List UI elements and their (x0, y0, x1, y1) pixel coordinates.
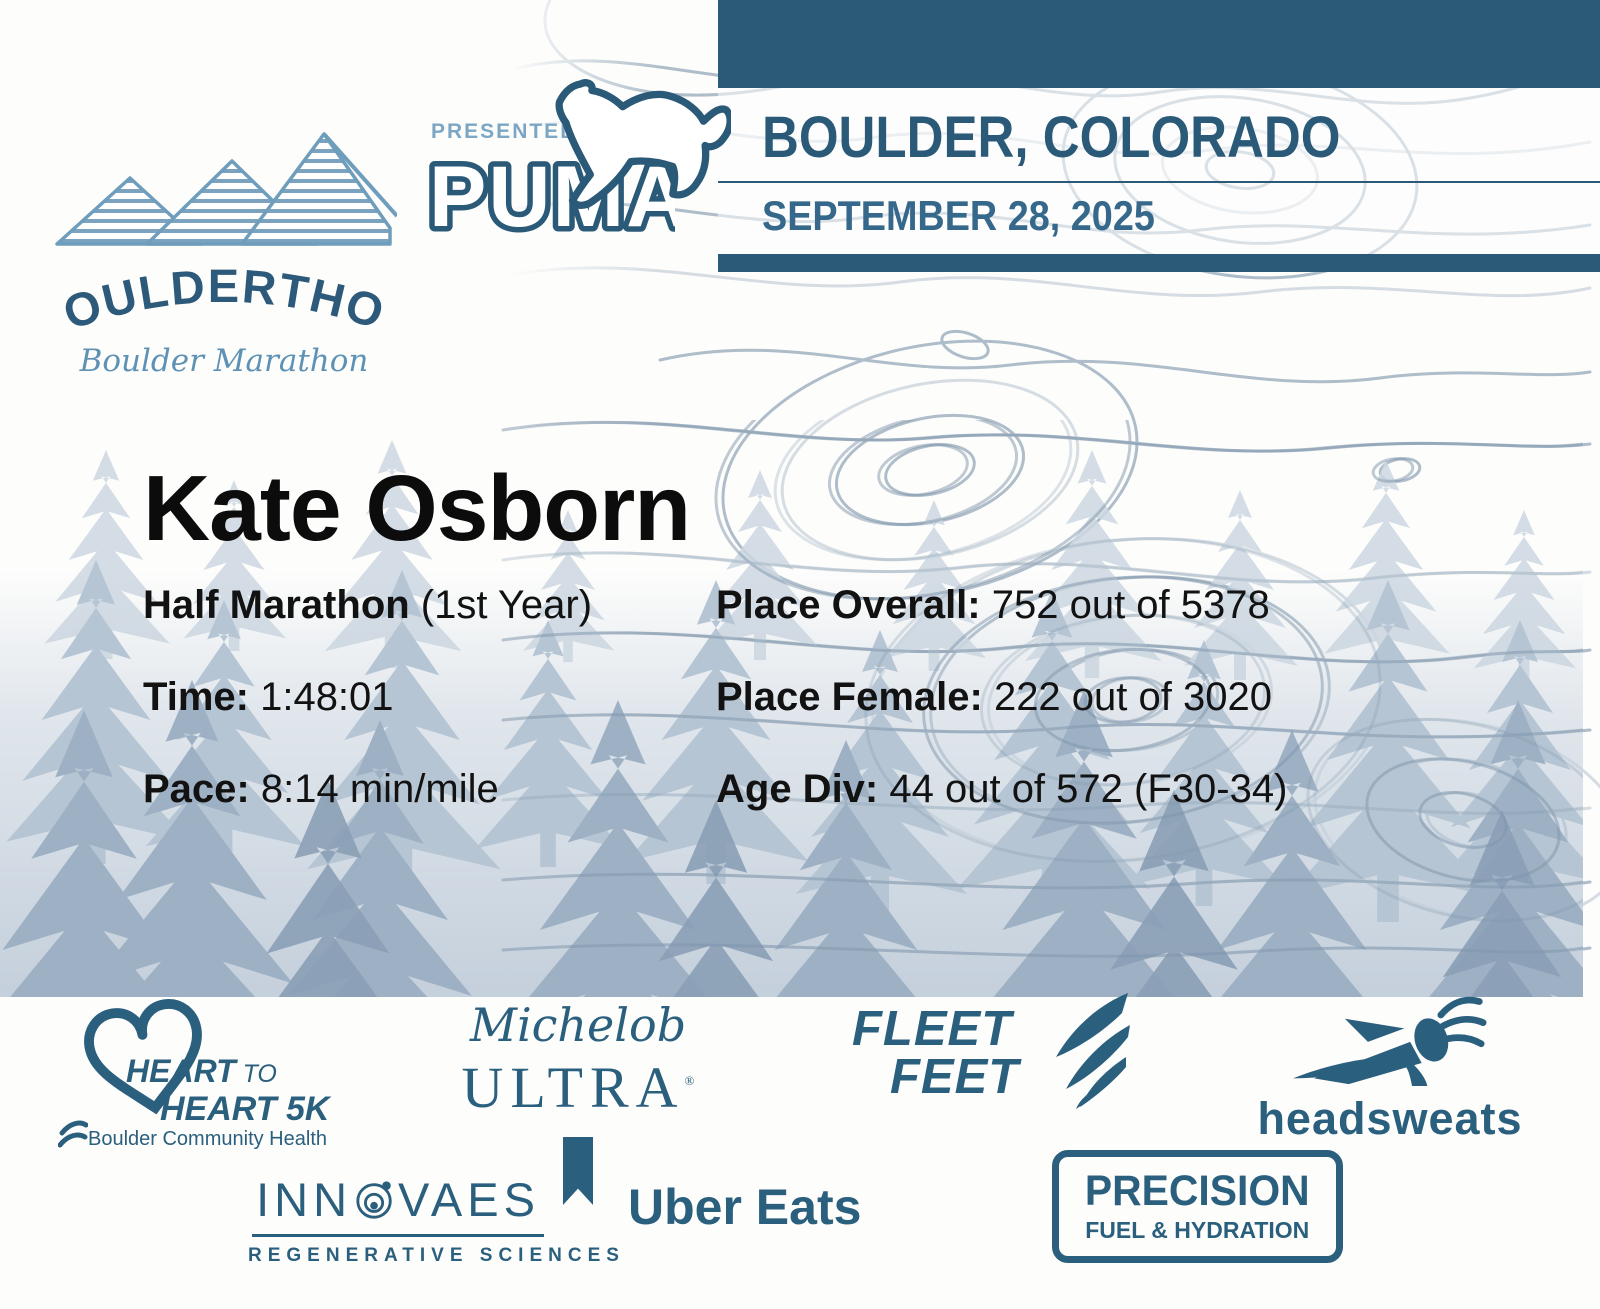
finish-time: Time: 1:48:01 (143, 675, 394, 720)
mountains-icon (55, 132, 397, 246)
boulder-marathon-script: Boulder Marathon (79, 343, 369, 379)
place-overall-label: Place Overall: (716, 583, 981, 627)
race-year-note: (1st Year) (409, 583, 593, 627)
location-banner: BOULDER, COLORADO SEPTEMBER 28, 2025 (718, 0, 1600, 272)
age-division-place: Age Div: 44 out of 572 (F30-34) (716, 767, 1287, 812)
ribbon-icon (563, 1137, 593, 1205)
age-div-label: Age Div: (716, 767, 879, 811)
heart-to-heart-line1: HEART TO (126, 1053, 277, 1090)
ultra-text: ULTRA (461, 1055, 685, 1120)
precision-line2: FUEL & HYDRATION (1085, 1217, 1310, 1243)
banner-top-bar (718, 0, 1600, 88)
time-value: 1:48:01 (248, 675, 394, 719)
headsweats-logo: headsweats (1240, 990, 1540, 1145)
runner-icon (1293, 996, 1487, 1094)
innovaes-part1: INN (256, 1173, 353, 1226)
puma-cat-icon (555, 79, 731, 209)
fleet-line2: FEET (890, 1050, 1020, 1105)
race-location: BOULDER, COLORADO (762, 105, 1341, 170)
banner-divider (718, 181, 1600, 183)
age-div-value: 44 out of 572 (F30-34) (878, 767, 1288, 811)
fleet-feet-logo: FLEET FEET (852, 993, 1132, 1130)
banner-body: BOULDER, COLORADO SEPTEMBER 28, 2025 (718, 88, 1600, 254)
place-female: Place Female: 222 out of 3020 (716, 675, 1272, 720)
heart-icon (84, 999, 202, 1115)
innovaes-tagline: REGENERATIVE SCIENCES (248, 1245, 625, 1266)
race-distance-label: Half Marathon (143, 583, 410, 627)
place-overall: Place Overall: 752 out of 5378 (716, 583, 1270, 628)
banner-bottom-bar (718, 254, 1600, 272)
race-date: SEPTEMBER 28, 2025 (762, 192, 1155, 239)
precision-line1: PRECISION (1084, 1167, 1310, 1215)
wing-icon (1056, 993, 1130, 1109)
innovaes-wordmark: INN VAES (252, 1172, 544, 1237)
runner-name: Kate Osborn (143, 456, 691, 560)
uber-eats-logo: Uber Eats (628, 1179, 862, 1235)
place-female-label: Place Female: (716, 675, 983, 719)
race-distance: Half Marathon (1st Year) (143, 583, 592, 628)
registered-mark: ® (684, 1073, 695, 1088)
heart-word: HEART (126, 1053, 236, 1089)
heart-to-heart-5k-logo: HEART TO HEART 5K Boulder Community Heal… (58, 995, 380, 1165)
pace-label: Pace: (143, 767, 250, 811)
boulderthon-logo: BOULDERTHON Boulder Marathon (52, 66, 397, 379)
innovaes-part2: VAES (398, 1173, 540, 1226)
michelob-script: Michelob (469, 998, 687, 1052)
time-label: Time: (143, 675, 249, 719)
lens-icon (356, 1180, 392, 1219)
boulder-community-health-label: Boulder Community Health (88, 1128, 327, 1150)
to-word: TO (235, 1060, 277, 1088)
pace-value: 8:14 min/mile (249, 767, 499, 811)
headsweats-wordmark: headsweats (1257, 1093, 1523, 1144)
michelob-ultra-logo: Michelob ULTRA® (438, 998, 718, 1205)
pace: Pace: 8:14 min/mile (143, 767, 499, 812)
place-overall-value: 752 out of 5378 (980, 583, 1270, 627)
heart-to-heart-line2: HEART 5K (160, 1090, 330, 1128)
place-female-value: 222 out of 3020 (982, 675, 1272, 719)
fleet-line1: FLEET (852, 1002, 1013, 1056)
forest-illustration (0, 420, 1583, 997)
innovaes-logo: INN VAES REGENERATIVE SCIENCES (248, 1172, 625, 1267)
puma-logo: PRESENTED BY PUMA (425, 72, 731, 262)
ultra-wordmark: ULTRA® (438, 1054, 718, 1121)
bch-swoosh-icon (58, 1120, 88, 1148)
precision-fuel-logo: PRECISION FUEL & HYDRATION (1052, 1150, 1343, 1263)
